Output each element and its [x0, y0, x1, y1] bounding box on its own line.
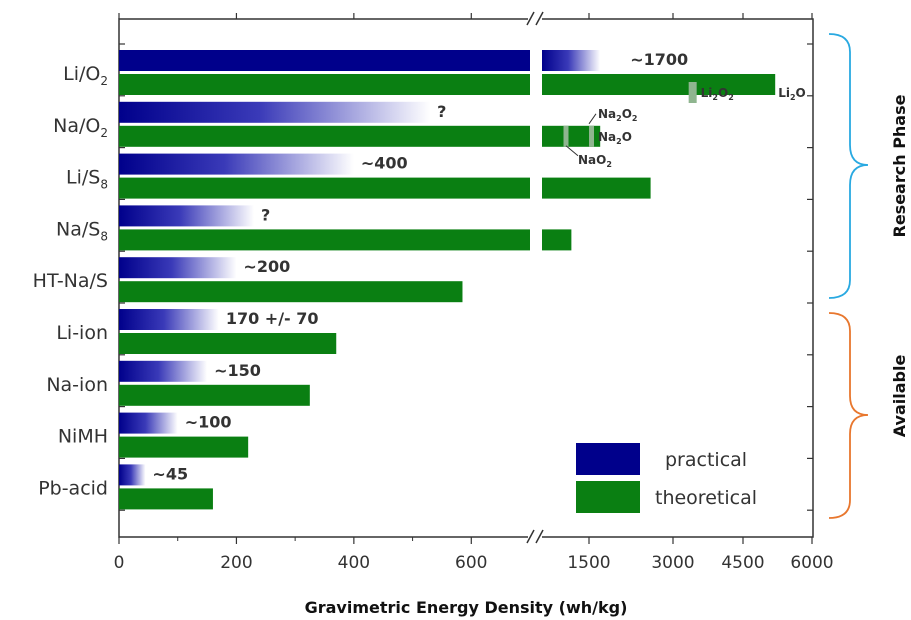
- li2o-label: Li2O: [778, 86, 806, 102]
- labels-layer: ~1700 Li/O2? Na/O2 ~400 Li/S8? Na/S8 ~200 HT-Na…: [33, 50, 834, 573]
- axis-break-mark-bottom-2: [535, 529, 544, 544]
- theoretical-bar-na-o2-left-segment: [119, 125, 530, 147]
- value-label-li-ion: 170 +/- 70: [226, 309, 319, 328]
- category-label-li-o2: Li/O2: [63, 63, 108, 88]
- x-tick-label-2: 400: [338, 553, 370, 573]
- nao2-pointer: [565, 145, 579, 157]
- x-tick-label-0: 0: [114, 553, 125, 573]
- practical-bar-nimh: [119, 412, 178, 434]
- axis-break-mark-bottom-1: [526, 529, 535, 544]
- category-label-li-ion: Li-ion: [56, 322, 108, 344]
- theoretical-bar-li-ion: [119, 333, 337, 354]
- theoretical-bar-li-s8-left-segment: [119, 177, 530, 199]
- category-label-ht-na-s: HT-Na/S: [33, 270, 108, 292]
- x-tick-label-3: 600: [455, 553, 487, 573]
- group-label-available: Available: [890, 355, 909, 438]
- li2o2-label: Li2O2: [701, 86, 734, 102]
- practical-bar-na-ion: [119, 360, 208, 382]
- nao2-label: NaO2: [578, 153, 612, 169]
- x-axis-title: Gravimetric Energy Density (wh/kg): [305, 598, 628, 617]
- value-label-na-s8: ?: [261, 205, 270, 224]
- practical-bar-ht-na-s: [119, 257, 237, 279]
- theoretical-bar-li-s8-right-segment: [542, 177, 651, 199]
- category-label-na-o2: Na/O2: [53, 115, 108, 140]
- legend-swatch-theoretical: [576, 481, 640, 513]
- practical-bar-li-s8: [119, 153, 354, 175]
- theoretical-bar-pb-acid: [119, 488, 213, 510]
- value-label-li-s8: ~400: [361, 154, 408, 173]
- x-tick-label-4: 1500: [567, 553, 610, 573]
- theoretical-bar-na-ion: [119, 384, 310, 406]
- research-phase-brace: [828, 33, 869, 299]
- na2o2-marker: [589, 125, 594, 147]
- legend-swatch-practical: [576, 443, 640, 475]
- theoretical-bar-ht-na-s: [119, 281, 463, 303]
- category-label-na-ion: Na-ion: [46, 374, 108, 396]
- theoretical-bar-na-s8-right-segment: [542, 229, 572, 251]
- na2o2-pointer: [588, 113, 597, 125]
- practical-bar-li-o2-left-segment: [119, 50, 530, 71]
- theoretical-bar-na-s8-left-segment: [119, 229, 530, 251]
- legend: practical theoretical: [568, 437, 793, 520]
- bars-layer: [119, 50, 776, 510]
- category-label-pb-acid: Pb-acid: [38, 477, 108, 499]
- theoretical-bar-nimh: [119, 436, 249, 458]
- value-label-na-ion: ~150: [214, 361, 261, 380]
- value-label-ht-na-s: ~200: [243, 257, 290, 276]
- legend-label-practical: practical: [665, 449, 747, 471]
- x-tick-label-1: 200: [220, 553, 252, 573]
- category-label-nimh: NiMH: [58, 426, 108, 448]
- nao2-marker: [563, 125, 569, 147]
- na2o-label: Na2O: [598, 130, 632, 146]
- x-tick-label-6: 4500: [721, 553, 764, 573]
- theoretical-bar-li-o2-right-segment: [542, 74, 776, 95]
- value-label-nimh: ~100: [185, 413, 232, 432]
- practical-bar-pb-acid: [119, 464, 146, 486]
- category-label-na-s8: Na/S8: [56, 218, 108, 243]
- na2o2-label: Na2O2: [598, 107, 638, 123]
- practical-bar-na-s8: [119, 205, 255, 227]
- value-label-na-o2: ?: [437, 102, 446, 121]
- ticks-layer: [118, 13, 813, 544]
- li2o2-marker: [688, 82, 697, 103]
- x-tick-label-7: 6000: [790, 553, 833, 573]
- axis-break-gap-bottom: [528, 533, 542, 541]
- theoretical-bar-na-o2-right-segment: [542, 125, 601, 147]
- group-label-research-phase: Research Phase: [890, 94, 909, 237]
- axis-break-mark-top-2: [535, 11, 544, 26]
- available-brace: [828, 312, 869, 519]
- practical-bar-li-o2-right-segment: [542, 50, 601, 71]
- practical-bar-li-ion: [119, 309, 219, 330]
- legend-label-theoretical: theoretical: [655, 487, 757, 509]
- category-label-li-s8: Li/S8: [66, 167, 108, 192]
- value-label-li-o2: ~1700: [630, 50, 688, 69]
- theoretical-bar-li-o2-left-segment: [119, 74, 530, 95]
- practical-bar-na-o2: [119, 101, 431, 123]
- axis-break-gap-top: [528, 15, 542, 23]
- axis-break-mark-top-1: [526, 11, 535, 26]
- x-tick-label-5: 3000: [651, 553, 694, 573]
- value-label-pb-acid: ~45: [152, 464, 188, 483]
